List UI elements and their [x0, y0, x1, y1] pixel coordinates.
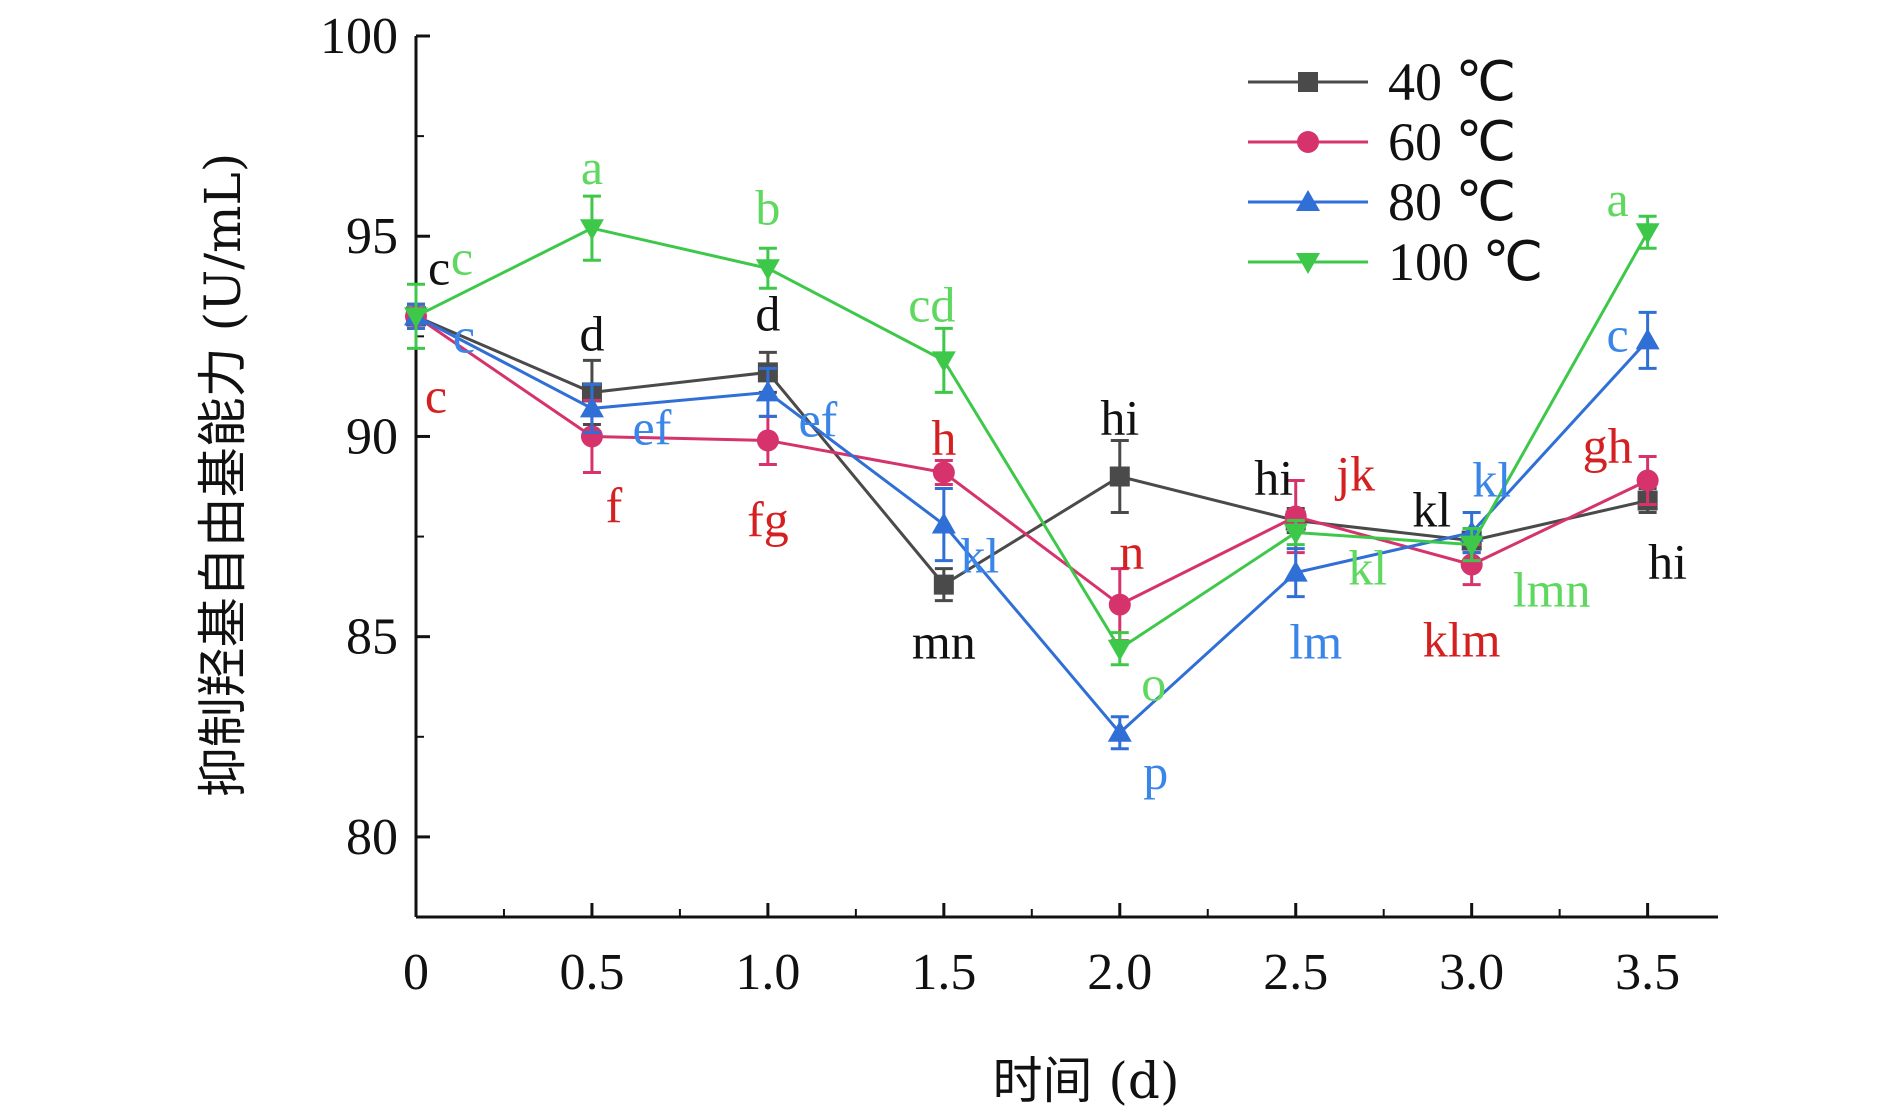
x-tick-label-2: 2.0: [1087, 944, 1152, 1001]
data-point: [755, 380, 780, 402]
data-point: [755, 259, 780, 281]
significance-letter: a: [1607, 171, 1629, 227]
significance-letter: c: [451, 229, 473, 285]
significance-letter: lmn: [1513, 562, 1591, 618]
significance-letter: a: [581, 139, 603, 195]
significance-letter: mn: [912, 614, 976, 670]
x-tick-label-1.5: 1.5: [911, 944, 976, 1001]
series-line-3: [415, 226, 1649, 651]
significance-letter: kl: [1348, 540, 1387, 596]
significance-letter: hi: [1648, 534, 1687, 590]
legend-item-0: 40 ℃: [1248, 52, 1516, 112]
significance-letter: d: [579, 305, 604, 361]
series-3: [404, 194, 1660, 667]
significance-letter: o: [1141, 656, 1166, 712]
legend-item-1: 60 ℃: [1248, 112, 1516, 172]
legend-item-2: 80 ℃: [1248, 172, 1516, 232]
x-tick-label-0.5: 0.5: [559, 944, 624, 1001]
x-tick-label-1: 1.0: [735, 944, 800, 1001]
data-point: [931, 351, 956, 373]
data-point: [579, 396, 604, 418]
data-point: [1108, 593, 1131, 616]
data-point: [1459, 535, 1484, 557]
x-tick-label-3.5: 3.5: [1615, 944, 1680, 1001]
series-layer: [404, 194, 1660, 751]
significance-letter: ef: [798, 391, 837, 447]
data-point: [756, 429, 779, 452]
data-point: [1107, 639, 1132, 661]
legend-label: 60 ℃: [1388, 112, 1516, 172]
significance-letter: n: [1119, 524, 1144, 580]
significance-letter: h: [931, 409, 956, 465]
significance-letter: c: [425, 367, 447, 423]
legend-marker: [1298, 72, 1318, 92]
significance-letter: p: [1143, 744, 1168, 800]
data-point: [404, 307, 428, 329]
significance-letter: ef: [633, 399, 672, 455]
series-line-2: [415, 314, 1649, 735]
legend-marker: [1296, 253, 1320, 274]
data-point: [933, 574, 954, 595]
data-point: [1283, 523, 1308, 545]
data-point: [1636, 469, 1659, 492]
data-point: [1283, 560, 1308, 582]
significance-letter: f: [606, 477, 623, 533]
axes: [414, 36, 1718, 919]
significance-letter: kl: [960, 528, 999, 584]
y-tick-label-95: 95: [346, 208, 398, 265]
x-tick-label-2.5: 2.5: [1263, 944, 1328, 1001]
y-ticks: 80 85 90 95 100: [320, 8, 430, 866]
significance-letter: kl: [1472, 452, 1511, 508]
significance-letter: hi: [1100, 390, 1139, 446]
significance-letter: klm: [1423, 612, 1501, 668]
significance-letter: lm: [1289, 614, 1342, 670]
y-axis-title: 抑制羟基自由基能力 (U/mL): [194, 153, 252, 798]
legend-label: 100 ℃: [1388, 232, 1543, 292]
data-point: [1109, 466, 1130, 487]
x-ticks: 0 0.5 1.0 1.5 2.0 2.5 3.0 3.5: [403, 903, 1680, 1001]
x-axis-title: 时间 (d): [993, 1052, 1180, 1110]
data-point: [1635, 328, 1660, 350]
y-tick-label-85: 85: [346, 609, 398, 666]
legend-label: 40 ℃: [1388, 52, 1516, 112]
x-tick-label-0: 0: [403, 944, 429, 1001]
y-tick-label-100: 100: [320, 8, 398, 65]
significance-letter: gh: [1583, 418, 1633, 474]
y-tick-label-90: 90: [346, 408, 398, 465]
data-point: [1107, 720, 1132, 742]
significance-letter: kl: [1412, 482, 1451, 538]
legend-marker: [1297, 131, 1319, 153]
series-line-1: [415, 315, 1649, 607]
y-tick-label-80: 80: [346, 809, 398, 866]
data-point: [579, 219, 604, 241]
significance-letter: fg: [747, 491, 789, 547]
data-point: [932, 461, 955, 484]
series-line-0: [415, 314, 1648, 587]
significance-letter: c: [428, 239, 450, 295]
x-tick-label-3: 3.0: [1439, 944, 1504, 1001]
legend-label: 80 ℃: [1388, 172, 1516, 232]
data-point: [1635, 223, 1660, 245]
data-point: [931, 512, 956, 534]
series-2: [404, 302, 1660, 751]
significance-letter: d: [755, 285, 780, 341]
significance-letter: b: [755, 179, 780, 235]
significance-letter: hi: [1254, 450, 1293, 506]
significance-letter: cd: [908, 276, 955, 332]
significance-letter: c: [1607, 306, 1629, 362]
legend-marker: [1296, 190, 1320, 211]
legend-item-3: 100 ℃: [1248, 232, 1543, 292]
significance-letter: c: [453, 307, 475, 363]
significance-letter: jk: [1334, 446, 1375, 502]
